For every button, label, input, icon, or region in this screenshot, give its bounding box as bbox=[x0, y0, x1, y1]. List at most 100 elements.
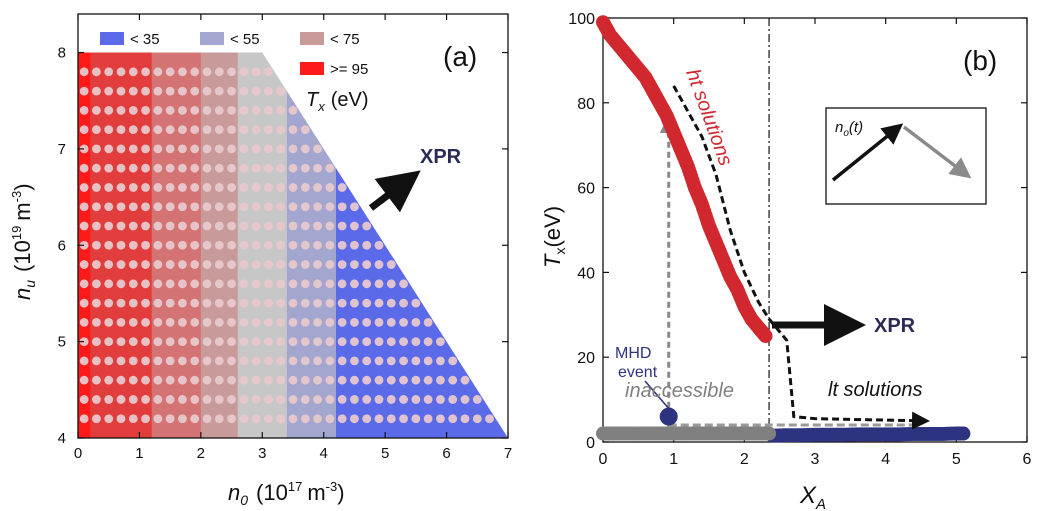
grid-point bbox=[214, 221, 224, 231]
grid-point bbox=[104, 183, 114, 192]
x-tick-label: 4 bbox=[881, 451, 890, 468]
grid-point bbox=[79, 414, 89, 424]
grid-point bbox=[165, 163, 175, 173]
grid-point bbox=[178, 337, 187, 347]
y-tick-label: 100 bbox=[568, 11, 595, 28]
grid-point bbox=[276, 260, 286, 269]
grid-point bbox=[165, 144, 175, 154]
grid-point bbox=[423, 414, 433, 424]
grid-point bbox=[386, 260, 396, 269]
grid-point bbox=[239, 221, 249, 231]
grid-point bbox=[92, 317, 101, 327]
grid-point bbox=[251, 279, 261, 289]
grid-point bbox=[79, 183, 89, 192]
grid-point bbox=[128, 183, 138, 192]
grid-point bbox=[153, 337, 163, 347]
grid-point bbox=[288, 240, 298, 250]
grid-point bbox=[165, 260, 175, 269]
grid-point bbox=[79, 144, 89, 154]
grid-point bbox=[300, 163, 310, 173]
grid-point bbox=[251, 86, 261, 96]
grid-point bbox=[104, 356, 114, 366]
grid-point bbox=[276, 375, 286, 385]
grid-point bbox=[178, 221, 187, 231]
grid-point bbox=[386, 395, 396, 404]
data-point bbox=[762, 426, 777, 441]
grid-point bbox=[79, 298, 89, 308]
grid-point bbox=[104, 144, 114, 154]
grid-point bbox=[202, 240, 212, 250]
grid-point bbox=[202, 67, 212, 77]
grid-point bbox=[128, 260, 138, 269]
grid-point bbox=[227, 183, 236, 192]
panel-a-frame bbox=[77, 13, 509, 439]
grid-point bbox=[79, 125, 89, 135]
grid-point bbox=[300, 202, 310, 212]
grid-point bbox=[178, 86, 187, 96]
x-tick-label: 2 bbox=[197, 445, 205, 462]
grid-point bbox=[92, 240, 101, 250]
grid-point bbox=[251, 240, 261, 250]
grid-point bbox=[472, 395, 482, 404]
grid-point bbox=[251, 183, 261, 192]
grid-point bbox=[300, 375, 310, 385]
grid-point bbox=[227, 337, 236, 347]
grid-point bbox=[116, 86, 126, 96]
grid-point bbox=[276, 414, 286, 424]
grid-point bbox=[276, 86, 286, 96]
grid-point bbox=[374, 414, 384, 424]
panel-b-x-label: XA bbox=[799, 482, 826, 511]
grid-point bbox=[92, 163, 101, 173]
grid-point bbox=[153, 375, 163, 385]
grid-point bbox=[214, 67, 224, 77]
grid-point bbox=[239, 240, 249, 250]
grid-point bbox=[178, 279, 187, 289]
grid-point bbox=[141, 260, 150, 269]
grid-point bbox=[165, 105, 175, 115]
grid-point bbox=[374, 240, 384, 250]
grid-point bbox=[214, 163, 224, 173]
grid-point bbox=[239, 202, 249, 212]
grid-point bbox=[362, 375, 372, 385]
grid-point bbox=[153, 260, 163, 269]
grid-point bbox=[190, 279, 200, 289]
legend-title: Tx (eV) bbox=[306, 89, 369, 114]
grid-point bbox=[399, 414, 408, 424]
grid-point bbox=[116, 414, 126, 424]
grid-point bbox=[178, 414, 187, 424]
grid-point bbox=[116, 183, 126, 192]
x-tick-label: 3 bbox=[811, 451, 820, 468]
grid-point bbox=[276, 163, 286, 173]
grid-point bbox=[104, 163, 114, 173]
grid-point bbox=[104, 67, 114, 77]
grid-point bbox=[239, 260, 249, 269]
grid-point bbox=[227, 144, 236, 154]
grid-point bbox=[79, 279, 89, 289]
grid-point bbox=[227, 317, 236, 327]
inset-arrow-down bbox=[902, 125, 972, 179]
grid-point bbox=[141, 375, 150, 385]
mhd-label-line2: event bbox=[618, 364, 658, 381]
grid-point bbox=[141, 221, 150, 231]
xpr-arrow-a bbox=[368, 170, 421, 213]
grid-point bbox=[178, 375, 187, 385]
x-tick-label: 0 bbox=[74, 445, 82, 462]
grid-point bbox=[313, 144, 322, 154]
grid-point bbox=[104, 202, 114, 212]
grid-point bbox=[92, 221, 101, 231]
grid-point bbox=[202, 317, 212, 327]
grid-point bbox=[325, 260, 335, 269]
grid-point bbox=[79, 105, 89, 115]
grid-point bbox=[264, 202, 273, 212]
grid-point bbox=[190, 298, 200, 308]
grid-point bbox=[362, 260, 372, 269]
grid-point bbox=[141, 86, 150, 96]
legend-swatch-4 bbox=[300, 62, 324, 75]
panel-b-dashed-path bbox=[672, 85, 930, 430]
grid-point bbox=[153, 240, 163, 250]
grid-point bbox=[436, 356, 445, 366]
grid-point bbox=[92, 337, 101, 347]
grid-point bbox=[178, 202, 187, 212]
grid-point bbox=[104, 414, 114, 424]
grid-point bbox=[300, 298, 310, 308]
